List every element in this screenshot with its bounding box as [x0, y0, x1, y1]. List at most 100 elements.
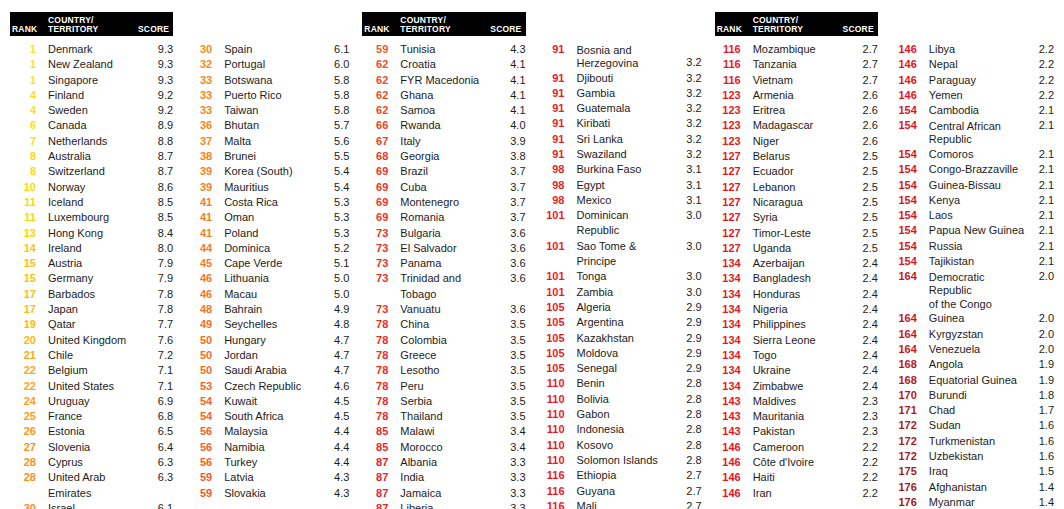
score-cell: 5.3	[321, 210, 349, 225]
table-row: 146Yemen2.2	[891, 88, 1054, 103]
rank-cell: 154	[891, 223, 917, 238]
score-cell: 5.8	[321, 88, 349, 103]
country-cell: Niger	[741, 134, 850, 149]
country-cell: South Africa	[212, 409, 321, 424]
table-row: 54South Africa4.5	[186, 409, 349, 424]
country-cell: Guatemala	[565, 101, 674, 116]
rank-cell: 73	[362, 241, 388, 256]
table-row: 164Democratic Republic of the Congo2.0	[891, 269, 1054, 311]
country-cell: Malta	[212, 134, 321, 149]
score-cell: 3.3	[498, 501, 526, 509]
score-cell: 3.1	[674, 178, 702, 193]
country-cell: Spain	[212, 42, 321, 57]
score-cell: 3.7	[498, 180, 526, 195]
table-row: 32Portugal6.0	[186, 57, 349, 72]
rank-cell: 105	[539, 331, 565, 346]
score-cell: 3.3	[498, 486, 526, 501]
score-cell: 5.2	[321, 241, 349, 256]
table-row: 168Equatorial Guinea1.9	[891, 373, 1054, 388]
score-cell: 2.3	[850, 394, 878, 409]
rank-cell: 170	[891, 388, 917, 403]
table-row: 20United Kingdom7.6	[10, 333, 173, 348]
rank-cell: 146	[891, 73, 917, 88]
score-cell: 8.7	[145, 164, 173, 179]
table-row: 101Sao Tome & Principe3.0	[539, 239, 702, 270]
table-row: 11Iceland8.5	[10, 195, 173, 210]
rank-cell: 32	[186, 57, 212, 72]
score-cell: 2.5	[850, 180, 878, 195]
country-cell: Dominica	[212, 241, 321, 256]
country-cell: Mauritius	[212, 180, 321, 195]
ranking-rows: 30Spain6.132Portugal6.033Botswana5.833Pu…	[186, 42, 349, 501]
country-cell: France	[36, 409, 145, 424]
score-cell: 2.9	[674, 315, 702, 330]
country-cell: Slovakia	[212, 486, 321, 501]
table-row: 73Bulgaria3.6	[362, 226, 525, 241]
score-cell: 6.4	[145, 440, 173, 455]
table-row: 50Saudi Arabia4.7	[186, 363, 349, 378]
rank-cell: 10	[10, 180, 36, 195]
table-row: 105Moldova2.9	[539, 346, 702, 361]
score-cell: 4.3	[498, 42, 526, 57]
country-cell: Trinidad and Tobago	[388, 271, 497, 302]
score-cell: 3.3	[498, 470, 526, 485]
country-cell: Thailand	[388, 409, 497, 424]
score-cell: 6.1	[145, 501, 173, 509]
country-cell: Luxembourg	[36, 210, 145, 225]
country-cell: Azerbaijan	[741, 256, 850, 271]
rank-cell: 154	[891, 193, 917, 208]
table-row: 14Ireland8.0	[10, 241, 173, 256]
country-cell: Pakistan	[741, 424, 850, 439]
ranking-column-3: RANK COUNTRY/TERRITORY SCORE 59Tunisia4.…	[362, 12, 525, 509]
score-cell: 2.1	[1026, 162, 1054, 177]
table-row: 172Turkmenistan1.6	[891, 434, 1054, 449]
country-cell: Mexico	[565, 193, 674, 208]
table-row: 134Ukraine2.4	[715, 363, 878, 378]
score-cell: 4.6	[321, 379, 349, 394]
score-cell: 2.4	[850, 317, 878, 332]
country-cell: Bulgaria	[388, 226, 497, 241]
rank-cell: 28	[10, 470, 36, 485]
ranking-rows: 116Mozambique2.7116Tanzania2.7116Vietnam…	[715, 42, 878, 501]
country-cell: Czech Republic	[212, 379, 321, 394]
country-cell: Togo	[741, 348, 850, 363]
country-cell: Iran	[741, 486, 850, 501]
rank-cell: 28	[10, 455, 36, 470]
country-cell: Eritrea	[741, 103, 850, 118]
table-row: 98Egypt3.1	[539, 178, 702, 193]
score-cell: 3.6	[498, 256, 526, 271]
rank-cell: 134	[715, 287, 741, 302]
table-row: 127Ecuador2.5	[715, 164, 878, 179]
country-cell: Dominican Republic	[565, 208, 674, 239]
score-cell: 4.9	[321, 302, 349, 317]
country-cell: Canada	[36, 118, 145, 133]
score-cell: 2.0	[1026, 342, 1054, 357]
rank-cell: 69	[362, 210, 388, 225]
score-cell: 2.8	[674, 438, 702, 453]
rank-cell: 134	[715, 348, 741, 363]
rank-cell: 19	[10, 317, 36, 332]
country-cell: Belgium	[36, 363, 145, 378]
rank-cell: 38	[186, 149, 212, 164]
table-row: 38Brunei5.5	[186, 149, 349, 164]
score-cell: 2.1	[1026, 178, 1054, 193]
rank-cell: 54	[186, 409, 212, 424]
table-row: 91Gambia3.2	[539, 86, 702, 101]
rank-cell: 134	[715, 302, 741, 317]
score-cell: 4.7	[321, 348, 349, 363]
rank-cell: 1	[10, 42, 36, 57]
country-cell: Syria	[741, 210, 850, 225]
rank-cell: 73	[362, 256, 388, 271]
score-cell: 6.0	[321, 57, 349, 72]
score-cell: 3.2	[674, 86, 702, 101]
table-row: 4Sweden9.2	[10, 103, 173, 118]
score-cell: 3.5	[498, 317, 526, 332]
rank-cell: 134	[715, 271, 741, 286]
country-cell: Kenya	[917, 193, 1026, 208]
rank-cell: 172	[891, 434, 917, 449]
header-country-line2: TERRITORY	[400, 24, 450, 34]
rank-cell: 85	[362, 440, 388, 455]
country-cell: Cameroon	[741, 440, 850, 455]
country-cell: Brazil	[388, 164, 497, 179]
score-cell: 2.4	[850, 348, 878, 363]
